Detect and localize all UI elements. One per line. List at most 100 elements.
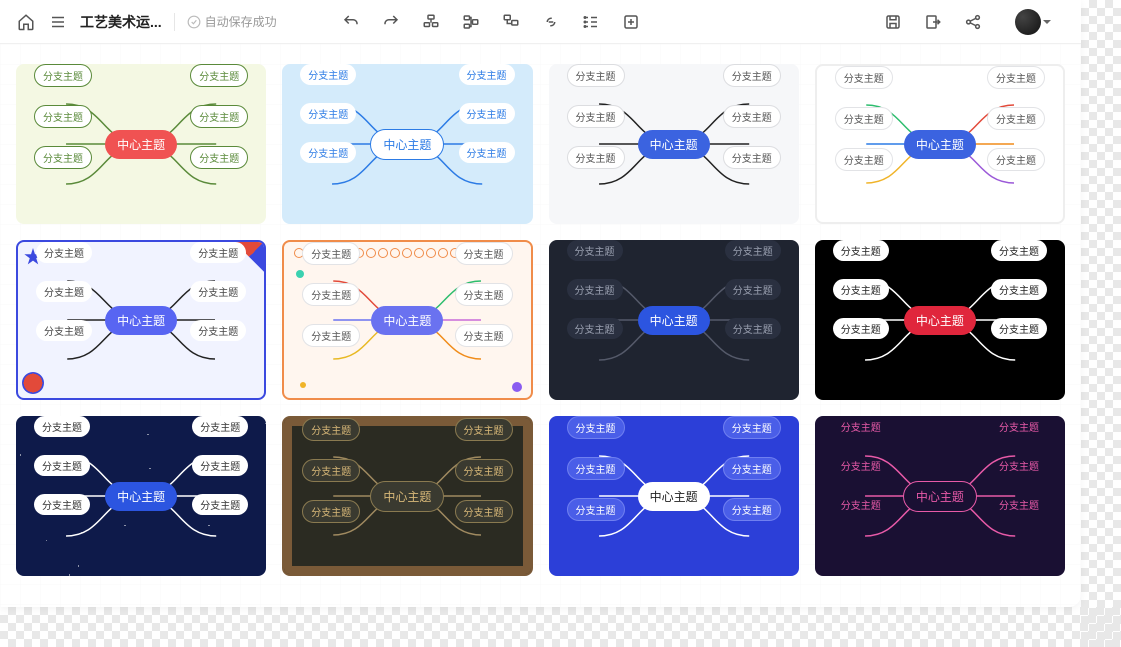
- layout3-icon[interactable]: [501, 12, 521, 32]
- center-node: 中心主题: [105, 482, 177, 511]
- theme-card[interactable]: 中心主题分支主题分支主题分支主题分支主题分支主题分支主题: [815, 64, 1065, 224]
- theme-card[interactable]: 中心主题分支主题分支主题分支主题分支主题分支主题分支主题: [282, 416, 532, 576]
- branch-node: 分支主题: [987, 148, 1045, 171]
- layout1-icon[interactable]: [421, 12, 441, 32]
- branch-node: 分支主题: [300, 142, 356, 163]
- branch-node: 分支主题: [190, 320, 246, 341]
- center-node: 中心主题: [638, 482, 710, 511]
- share-icon[interactable]: [963, 12, 983, 32]
- save-icon[interactable]: [883, 12, 903, 32]
- branch-node: 分支主题: [991, 318, 1047, 339]
- branch-node: 分支主题: [567, 64, 625, 87]
- branch-node: 分支主题: [459, 103, 515, 124]
- branch-node: 分支主题: [723, 105, 781, 128]
- branch-node: 分支主题: [302, 418, 360, 441]
- branch-node: 分支主题: [455, 324, 513, 347]
- theme-card[interactable]: 中心主题分支主题分支主题分支主题分支主题分支主题分支主题: [282, 240, 532, 400]
- branch-node: 分支主题: [190, 105, 248, 128]
- home-icon[interactable]: [16, 12, 36, 32]
- branch-node: 分支主题: [34, 494, 90, 515]
- theme-card[interactable]: 中心主题分支主题分支主题分支主题分支主题分支主题分支主题: [549, 64, 799, 224]
- branch-node: 分支主题: [567, 146, 625, 169]
- branch-node: 分支主题: [835, 148, 893, 171]
- branch-node: 分支主题: [455, 459, 513, 482]
- branch-node: 分支主题: [300, 103, 356, 124]
- theme-card[interactable]: 中心主题分支主题分支主题分支主题分支主题分支主题分支主题: [16, 240, 266, 400]
- main-panel: 工艺美术运... 自动保存成功 中心主题分支主题分支主题分支主题分: [0, 0, 1081, 607]
- branch-node: 分支主题: [302, 324, 360, 347]
- branch-node: 分支主题: [192, 494, 248, 515]
- branch-node: 分支主题: [833, 455, 889, 476]
- branch-node: 分支主题: [302, 459, 360, 482]
- theme-card[interactable]: 中心主题分支主题分支主题分支主题分支主题分支主题分支主题: [16, 416, 266, 576]
- branch-node: 分支主题: [34, 416, 90, 437]
- branch-node: 分支主题: [190, 64, 248, 87]
- branch-node: 分支主题: [833, 279, 889, 300]
- branch-node: 分支主题: [455, 500, 513, 523]
- theme-grid: 中心主题分支主题分支主题分支主题分支主题分支主题分支主题中心主题分支主题分支主题…: [16, 64, 1065, 576]
- user-avatar[interactable]: [1015, 9, 1041, 35]
- theme-card[interactable]: 中心主题分支主题分支主题分支主题分支主题分支主题分支主题: [282, 64, 532, 224]
- document-title[interactable]: 工艺美术运...: [80, 12, 162, 32]
- center-node: 中心主题: [370, 481, 444, 512]
- center-node: 中心主题: [105, 130, 177, 159]
- center-node: 中心主题: [903, 481, 977, 512]
- autosave-status: 自动保存成功: [187, 13, 277, 30]
- branch-node: 分支主题: [34, 146, 92, 169]
- branch-node: 分支主题: [991, 416, 1047, 437]
- branch-node: 分支主题: [34, 64, 92, 87]
- branch-node: 分支主题: [723, 457, 781, 480]
- branch-node: 分支主题: [567, 498, 625, 521]
- branch-node: 分支主题: [567, 416, 625, 439]
- branch-node: 分支主题: [459, 64, 515, 85]
- branch-node: 分支主题: [723, 416, 781, 439]
- center-node: 中心主题: [638, 306, 710, 335]
- branch-node: 分支主题: [190, 146, 248, 169]
- branch-node: 分支主题: [833, 240, 889, 261]
- theme-card[interactable]: 中心主题分支主题分支主题分支主题分支主题分支主题分支主题: [16, 64, 266, 224]
- theme-card[interactable]: 中心主题分支主题分支主题分支主题分支主题分支主题分支主题: [549, 416, 799, 576]
- branch-node: 分支主题: [835, 107, 893, 130]
- branch-node: 分支主题: [991, 279, 1047, 300]
- undo-icon[interactable]: [341, 12, 361, 32]
- theme-card[interactable]: 中心主题分支主题分支主题分支主题分支主题分支主题分支主题: [815, 416, 1065, 576]
- branch-node: 分支主题: [34, 105, 92, 128]
- branch-node: 分支主题: [725, 240, 781, 261]
- branch-node: 分支主题: [459, 142, 515, 163]
- branch-node: 分支主题: [36, 320, 92, 341]
- center-node: 中心主题: [638, 130, 710, 159]
- branch-node: 分支主题: [567, 279, 623, 300]
- branch-node: 分支主题: [300, 64, 356, 85]
- branch-node: 分支主题: [987, 66, 1045, 89]
- outline-icon[interactable]: [581, 12, 601, 32]
- center-node: 中心主题: [904, 306, 976, 335]
- layout2-icon[interactable]: [461, 12, 481, 32]
- toolbar-center: [341, 12, 641, 32]
- center-node: 中心主题: [904, 130, 976, 159]
- export-icon[interactable]: [923, 12, 943, 32]
- toolbar-right: [883, 12, 983, 32]
- branch-node: 分支主题: [725, 318, 781, 339]
- branch-node: 分支主题: [567, 240, 623, 261]
- link-icon[interactable]: [541, 12, 561, 32]
- branch-node: 分支主题: [455, 242, 513, 265]
- branch-node: 分支主题: [302, 500, 360, 523]
- branch-node: 分支主题: [567, 457, 625, 480]
- branch-node: 分支主题: [833, 416, 889, 437]
- branch-node: 分支主题: [723, 498, 781, 521]
- branch-node: 分支主题: [192, 416, 248, 437]
- branch-node: 分支主题: [723, 64, 781, 87]
- branch-node: 分支主题: [190, 242, 246, 263]
- redo-icon[interactable]: [381, 12, 401, 32]
- branch-node: 分支主题: [190, 281, 246, 302]
- theme-card[interactable]: 中心主题分支主题分支主题分支主题分支主题分支主题分支主题: [815, 240, 1065, 400]
- branch-node: 分支主题: [833, 318, 889, 339]
- theme-card[interactable]: 中心主题分支主题分支主题分支主题分支主题分支主题分支主题: [549, 240, 799, 400]
- add-icon[interactable]: [621, 12, 641, 32]
- branch-node: 分支主题: [36, 242, 92, 263]
- theme-grid-scroll[interactable]: 中心主题分支主题分支主题分支主题分支主题分支主题分支主题中心主题分支主题分支主题…: [0, 44, 1081, 607]
- branch-node: 分支主题: [991, 455, 1047, 476]
- menu-icon[interactable]: [48, 12, 68, 32]
- branch-node: 分支主题: [36, 281, 92, 302]
- branch-node: 分支主题: [302, 242, 360, 265]
